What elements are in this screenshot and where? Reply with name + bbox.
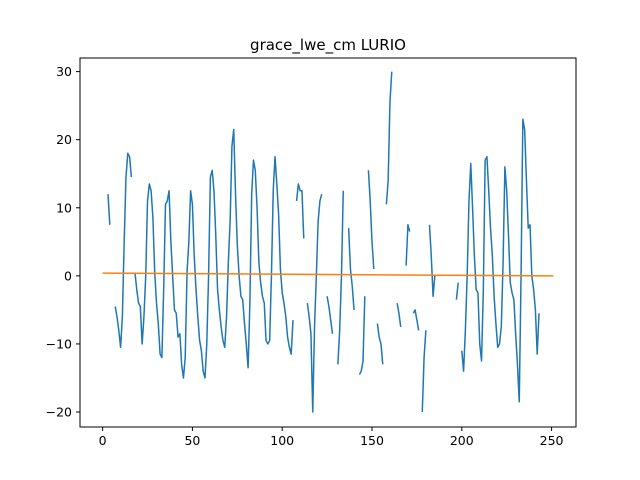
y-axis: −20 −10 0 10 20 30 <box>46 64 80 420</box>
x-tick-label: 50 <box>184 433 200 448</box>
x-axis: 0 50 100 150 200 250 <box>99 427 564 448</box>
plot-area-frame <box>79 57 577 428</box>
y-tick-label: 0 <box>64 268 72 283</box>
x-tick-label: 100 <box>270 433 294 448</box>
series-line-2 <box>102 272 554 277</box>
y-tick-label: 10 <box>56 200 72 215</box>
y-tick-label: −20 <box>46 405 72 420</box>
chart-title: grace_lwe_cm LURIO <box>250 36 406 55</box>
y-tick-label: 30 <box>56 64 72 79</box>
x-tick-label: 250 <box>540 433 564 448</box>
y-tick-label: −10 <box>46 336 72 351</box>
x-tick-label: 0 <box>99 433 107 448</box>
y-tick-label: 20 <box>56 132 72 147</box>
x-tick-label: 150 <box>360 433 384 448</box>
x-tick-label: 200 <box>450 433 474 448</box>
series-layer <box>102 71 554 413</box>
